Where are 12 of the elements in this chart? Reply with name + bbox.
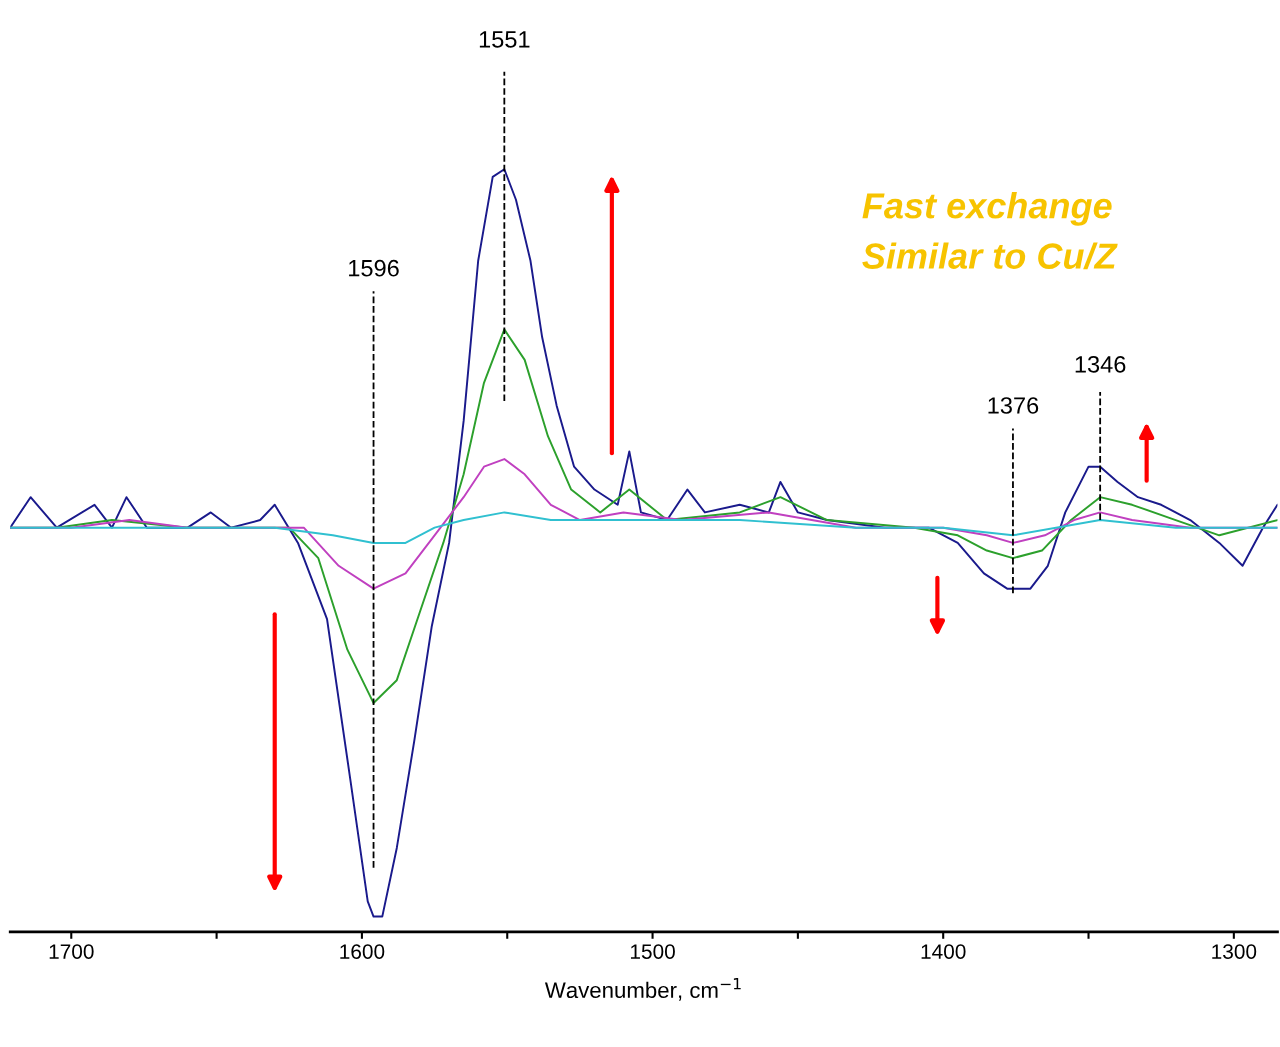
annotation: Similar to Cu/Z xyxy=(862,242,1118,270)
x-tick-label: 1600 xyxy=(340,944,385,959)
ref-line-label: 1551 xyxy=(479,31,530,48)
x-tick-label: 1700 xyxy=(49,944,94,959)
x-tick-label: 1500 xyxy=(630,944,675,959)
ref-line-label: 1376 xyxy=(988,397,1039,414)
ref-line-label: 1596 xyxy=(349,259,399,277)
ref-line-label: 1346 xyxy=(1075,355,1126,373)
x-axis-title: Wavenumber, cm$^{−1}$ xyxy=(544,978,741,1001)
x-tick-label: 1400 xyxy=(921,944,966,959)
x-tick-label: 1300 xyxy=(1212,944,1257,959)
annotation: Fast exchange xyxy=(862,192,1112,226)
